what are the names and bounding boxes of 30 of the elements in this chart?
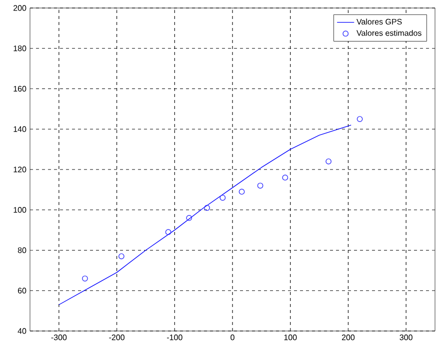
point [257, 182, 264, 189]
y-tick-label: 200 [14, 5, 26, 11]
point [326, 158, 332, 164]
legend-label: Valores estimados [356, 30, 422, 36]
point [204, 204, 210, 211]
point [82, 276, 88, 282]
legend-label: Valores GPS [356, 18, 402, 25]
point [165, 229, 172, 236]
point [238, 188, 245, 195]
y-tick-label: 140 [14, 126, 26, 132]
point [220, 194, 226, 201]
line-series [58, 124, 352, 306]
y-tick-label: 100 [14, 207, 26, 213]
point [118, 253, 124, 260]
x-tick-label: -300 [51, 334, 67, 340]
point [356, 116, 363, 122]
y-tick-label: 120 [14, 166, 26, 172]
y-tick-label: 180 [14, 46, 26, 52]
x-tick-label: -100 [167, 334, 182, 340]
point [282, 174, 288, 181]
x-tick-label: 300 [400, 334, 412, 340]
y-tick-label: 80 [18, 247, 26, 254]
x-tick-label: 0 [230, 334, 234, 340]
x-tick-label: -200 [109, 334, 124, 340]
point [186, 214, 192, 221]
y-tick-label: 60 [18, 288, 26, 294]
x-tick-label: 200 [342, 334, 355, 340]
y-tick-label: 40 [18, 328, 26, 334]
x-tick-label: 100 [284, 334, 297, 340]
y-tick-label: 160 [14, 86, 26, 92]
